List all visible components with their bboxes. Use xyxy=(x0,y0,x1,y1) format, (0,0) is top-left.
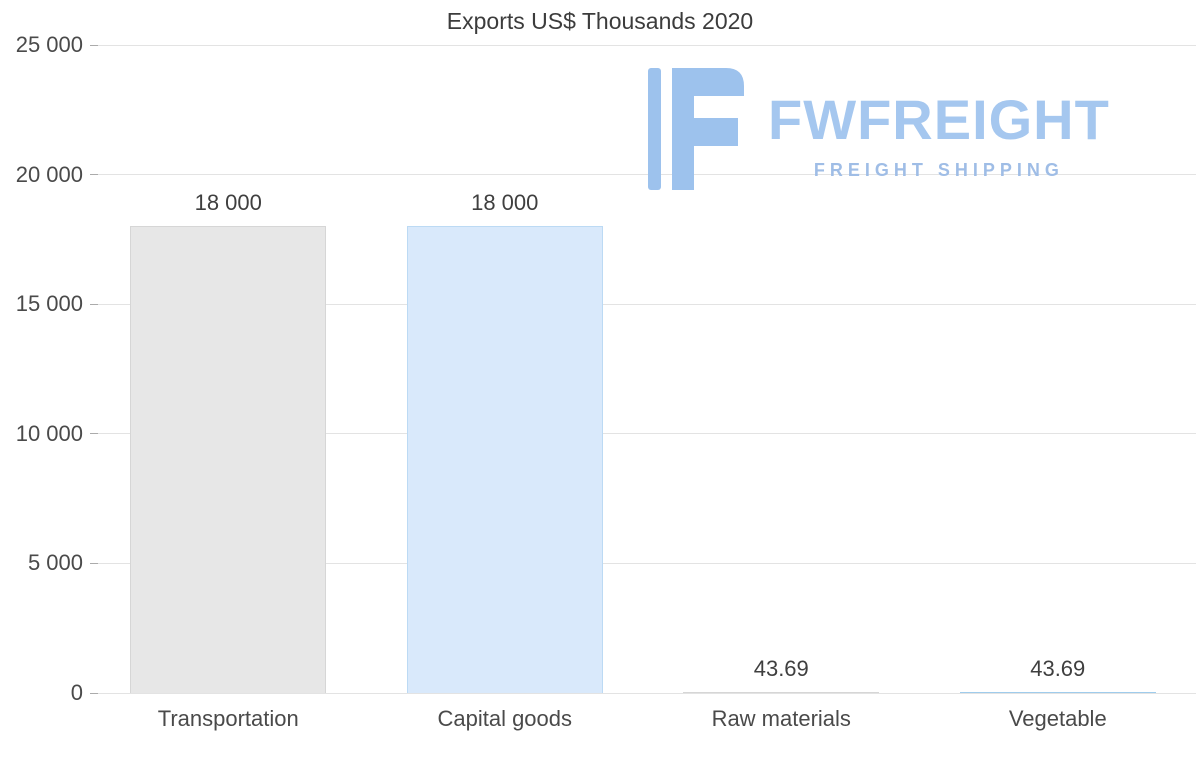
category-label-raw-materials: Raw materials xyxy=(711,706,851,731)
y-axis-label: 15 000 xyxy=(15,291,83,317)
gridline-0 xyxy=(90,692,1196,694)
y-axis-tick xyxy=(90,433,98,435)
y-axis-tick xyxy=(90,174,98,176)
category-label-vegetable: Vegetable xyxy=(1008,706,1107,731)
fwfreight-logo-icon xyxy=(648,68,744,190)
value-label-transportation: 18 000 xyxy=(194,190,262,216)
y-axis-label: 10 000 xyxy=(15,420,83,446)
y-axis-tick xyxy=(90,562,98,564)
category-label-transportation: Transportation xyxy=(157,706,299,731)
bar-raw-materials[interactable] xyxy=(683,691,880,693)
y-axis-label: 0 xyxy=(70,680,83,705)
watermark-brand: FWFREIGHT xyxy=(768,88,1110,151)
gridline-10000 xyxy=(90,433,1196,435)
value-label-vegetable: 43.69 xyxy=(1030,655,1086,681)
bar-transportation[interactable] xyxy=(130,226,327,693)
gridline-20000 xyxy=(90,174,1196,176)
value-label-capital-goods: 18 000 xyxy=(471,190,539,216)
y-axis-tick xyxy=(90,44,98,46)
y-axis-label: 25 000 xyxy=(15,32,83,57)
y-axis-tick xyxy=(90,303,98,305)
watermark-logo: FWFREIGHT FREIGHT SHIPPING xyxy=(648,68,1110,190)
gridline-25000 xyxy=(90,44,1196,46)
value-label-raw-materials: 43.69 xyxy=(753,655,809,681)
y-axis-label: 5 000 xyxy=(27,550,83,576)
gridline-5000 xyxy=(90,562,1196,564)
y-axis-tick xyxy=(90,692,98,694)
bar-capital-goods[interactable] xyxy=(406,226,603,693)
chart-title: Exports US$ Thousands 2020 xyxy=(446,8,754,34)
bar-vegetable[interactable] xyxy=(959,691,1156,693)
gridline-15000 xyxy=(90,303,1196,305)
watermark-text: FWFREIGHT FREIGHT SHIPPING xyxy=(768,92,1110,181)
y-axis-label: 20 000 xyxy=(15,161,83,187)
watermark-tagline: FREIGHT SHIPPING xyxy=(813,160,1064,180)
category-label-capital-goods: Capital goods xyxy=(437,706,573,731)
